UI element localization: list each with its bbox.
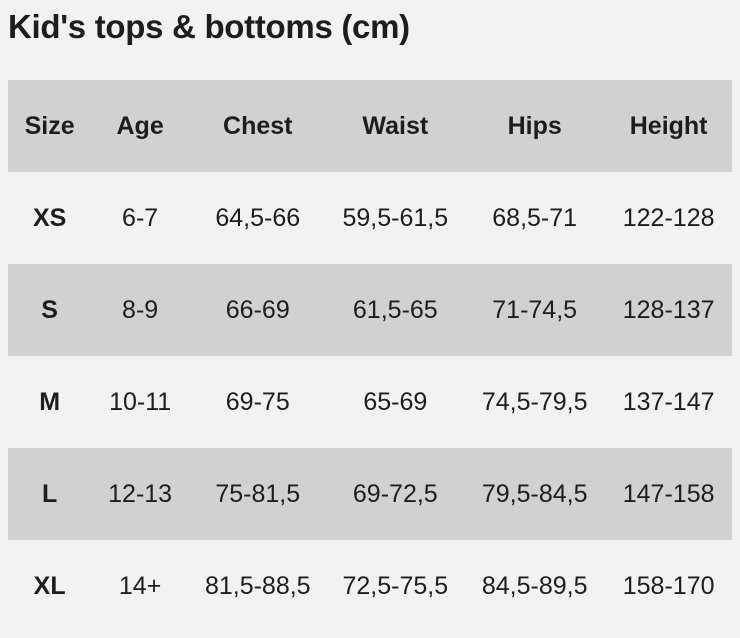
table-cell: 147-158 (622, 479, 715, 508)
table-cell: 68,5-71 (492, 203, 578, 232)
table-cell: 81,5-88,5 (204, 571, 311, 600)
size-label: XL (33, 571, 66, 600)
table-cell: 61,5-65 (352, 295, 438, 324)
page-title: Kid's tops & bottoms (cm) (8, 8, 410, 45)
column-header-height: Height (629, 111, 708, 140)
table-cell: 71-74,5 (492, 295, 578, 324)
table-cell: 128-137 (622, 295, 715, 324)
table-cell: 122-128 (622, 203, 715, 232)
table-cell: 84,5-89,5 (481, 571, 588, 600)
table-cell: 74,5-79,5 (481, 387, 588, 416)
table-row-m: M 10-11 69-75 65-69 74,5-79,5 137-147 (8, 356, 732, 448)
size-table: Size Age Chest Waist Hips Height XS 6-7 … (8, 80, 732, 632)
table-cell: 72,5-75,5 (342, 571, 449, 600)
column-header-waist: Waist (362, 111, 429, 140)
size-label: XS (32, 203, 67, 232)
table-cell: 75-81,5 (215, 479, 301, 508)
table-cell: 6-7 (122, 203, 159, 232)
table-cell: 14+ (118, 571, 162, 600)
table-row-xs: XS 6-7 64,5-66 59,5-61,5 68,5-71 122-128 (8, 172, 732, 264)
table-cell: 10-11 (109, 387, 172, 416)
table-cell: 66-69 (225, 295, 290, 324)
table-cell: 12-13 (108, 479, 173, 508)
column-header-chest: Chest (223, 111, 293, 140)
size-label: M (39, 387, 61, 416)
table-row-s: S 8-9 66-69 61,5-65 71-74,5 128-137 (8, 264, 732, 357)
table-row-l: L 12-13 75-81,5 69-72,5 79,5-84,5 147-15… (8, 448, 732, 541)
table-cell: 65-69 (363, 387, 428, 416)
table-cell: 69-75 (225, 387, 290, 416)
table-cell: 64,5-66 (215, 203, 301, 232)
table-row-xl: XL 14+ 81,5-88,5 72,5-75,5 84,5-89,5 158… (8, 540, 732, 632)
table-cell: 158-170 (622, 571, 715, 600)
column-header-age: Age (116, 111, 164, 140)
size-label: S (41, 295, 58, 324)
size-label: L (41, 479, 58, 508)
column-header-size: Size (24, 111, 75, 140)
table-header-row: Size Age Chest Waist Hips Height (8, 80, 732, 173)
table-cell: 8-9 (122, 295, 159, 324)
table-cell: 69-72,5 (352, 479, 438, 508)
table-cell: 79,5-84,5 (481, 479, 588, 508)
size-guide-page: Kid's tops & bottoms (cm) Size Age Chest… (0, 6, 740, 632)
column-header-hips: Hips (507, 111, 562, 140)
table-cell: 59,5-61,5 (342, 203, 449, 232)
table-cell: 137-147 (622, 387, 715, 416)
